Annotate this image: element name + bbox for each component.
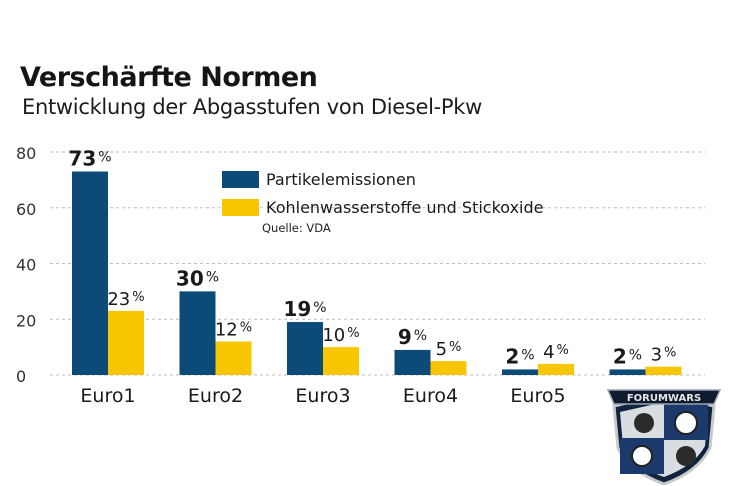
data-label-kohlenwasserstoffe-5: 4% [543,342,569,363]
data-label-kohlenwasserstoffe-4: 5% [436,339,462,360]
data-label-partikel-2: 30% [176,266,219,290]
bar-kohlenwasserstoffe-1 [108,310,144,375]
legend-label-partikel: Partikelemissionen [266,170,416,189]
data-label-partikel-3: 19% [283,297,326,321]
bar-partikel-2 [179,291,216,375]
data-label-partikel-6: 2% [613,344,642,368]
bar-partikel-1 [72,171,108,375]
bar-partikel-4 [394,349,431,375]
y-tick-label-20: 20 [16,311,36,330]
legend-swatch-partikel [222,171,259,188]
badge-text: FORUMWARS [627,393,701,404]
bar-partikel-5 [502,369,538,375]
bar-kohlenwasserstoffe-6 [645,366,682,375]
bar-kohlenwasserstoffe-5 [538,363,574,375]
x-tick-label-3: Euro3 [295,385,350,407]
chart-title: Verschärfte Normen [20,62,318,93]
data-label-kohlenwasserstoffe-3: 10% [322,325,359,346]
data-label-kohlenwasserstoffe-6: 3% [651,345,677,366]
data-label-partikel-4: 9% [398,325,427,349]
legend-swatch-kohlenwasserstoffe [222,199,259,216]
x-tick-label-5: Euro5 [510,385,565,407]
data-label-partikel-5: 2% [505,344,534,368]
x-tick-label-4: Euro4 [403,385,458,407]
data-label-kohlenwasserstoffe-2: 12% [215,320,252,341]
bar-kohlenwasserstoffe-4 [430,361,467,375]
y-tick-label-60: 60 [16,200,36,219]
chart-subtitle: Entwicklung der Abgasstufen von Diesel-P… [22,95,483,119]
source-note: Quelle: VDA [262,221,331,235]
x-tick-label-2: Euro2 [188,385,243,407]
y-tick-label-80: 80 [16,144,36,163]
y-tick-label-40: 40 [16,256,36,275]
bar-kohlenwasserstoffe-2 [215,341,252,375]
forum-badge-logo: FORUMWARS [606,389,722,486]
data-label-kohlenwasserstoffe-1: 23% [107,289,144,310]
bar-kohlenwasserstoffe-3 [323,347,359,375]
y-tick-label-0: 0 [16,367,26,386]
legend-label-kohlenwasserstoffe: Kohlenwasserstoffe und Stickoxide [266,198,544,217]
x-tick-label-1: Euro1 [80,385,135,407]
bar-partikel-3 [287,322,323,375]
bar-partikel-6 [609,369,646,375]
data-label-partikel-1: 73% [68,147,111,171]
